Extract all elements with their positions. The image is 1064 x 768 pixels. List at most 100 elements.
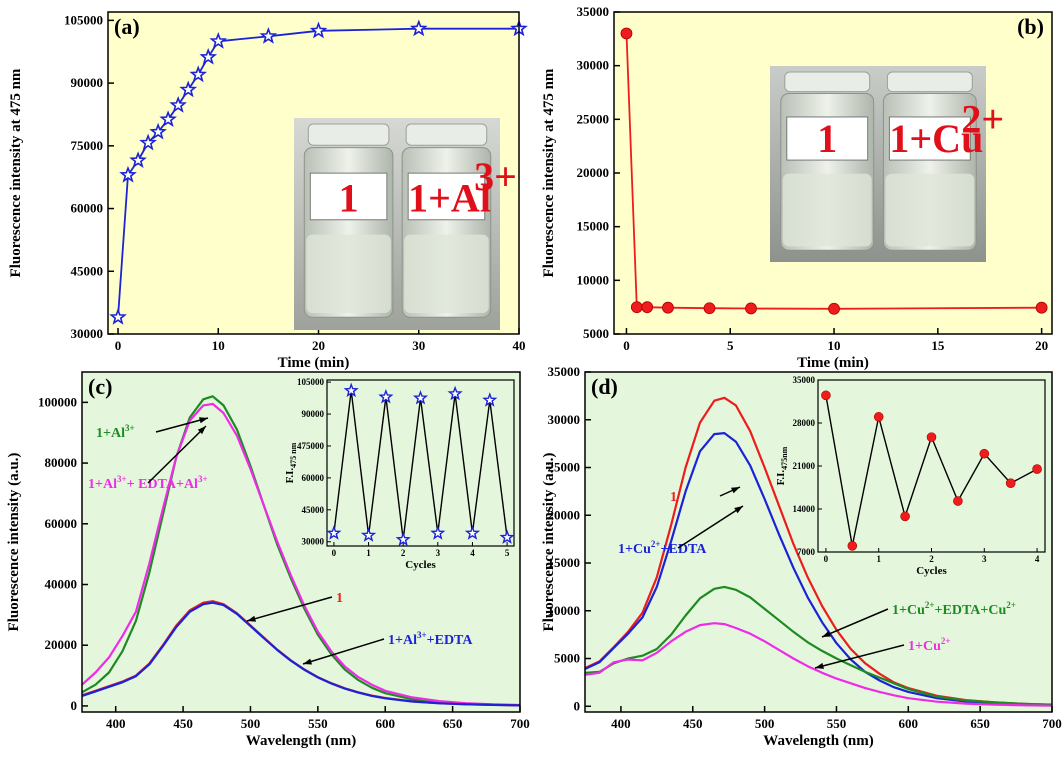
vial-label-1: 1 [339,175,359,220]
y-tick-label: 30000 [71,326,104,341]
inset-point-circle [1005,478,1016,489]
x-tick-label: 5 [727,338,734,353]
y-tick-label: 10000 [548,603,581,618]
vial-cap [405,123,488,146]
series-line [81,402,521,707]
annotation-arrowhead [197,426,206,435]
y-tick-label: 5000 [554,651,580,666]
inset-y-tick-label: 21000 [793,461,816,471]
inset-x-axis-label: Cycles [916,565,947,577]
inset-x-tick-label: 1 [366,548,371,558]
data-point-star [169,96,187,113]
panel-label: (b) [1017,14,1044,39]
annotation-arrowhead [734,506,743,514]
x-tick-label: 10 [828,338,841,353]
inset-x-tick-label: 3 [982,554,987,564]
y-axis-label: Fluorescence intensity (a.u.) [541,453,557,632]
x-tick-label: 600 [375,716,395,731]
vial-label-card [786,116,869,161]
y-tick-label: 30000 [577,58,610,73]
x-axis-label: Time (min) [797,355,869,371]
inset-point-star [378,389,394,404]
inset-x-tick-label: 1 [876,554,881,564]
x-tick-label: 700 [1042,716,1062,731]
data-point-star [109,308,127,325]
annotation: 1+Cu2++EDTA [618,505,744,557]
inset-point-star [464,525,481,540]
data-point-star [159,110,177,127]
inset-point-circle [926,432,937,442]
annotation: 1+Al3++ EDTA+Al3+ [88,425,208,492]
data-point-circle [620,27,633,40]
annotation-arrow [302,638,385,665]
annotation-arrow [677,505,744,549]
x-axis-label: Wavelength (nm) [763,733,873,749]
x-tick-label: 650 [443,716,463,731]
data-point-star [139,133,157,151]
annotation-arrowhead [731,487,740,494]
y-tick-label: 105000 [64,12,103,27]
y-tick-label: 15000 [548,555,581,570]
inset-x-tick-label: 5 [505,548,510,558]
annotation-arrowhead [247,615,256,622]
inset-y-tick-label: 60000 [302,473,325,483]
y-axis-label: Fluorescence intensity at 475 nm [541,68,557,277]
annotation: 1 [246,591,343,622]
inset-point-star [482,392,498,407]
inset-chart: 0 1 2 3 4 7000 14000 21000 28000 35000 Cycles F.I.4… [775,375,1046,577]
inset-point-star [447,385,463,401]
data-point-circle [1035,301,1048,314]
annotation: 1+Cu2++EDTA+Cu2+ [821,600,1016,638]
x-tick-label: 20 [312,338,325,353]
inset-x-tick-label: 4 [1035,554,1040,564]
plot-frame [584,371,1053,713]
inset-y-tick-label: 45000 [302,505,325,515]
vial [401,123,492,318]
inset-point-star [343,382,359,398]
inset-y-tick-label: 7000 [797,547,816,557]
y-tick-label: 40000 [45,577,78,592]
data-point-star [129,151,147,168]
data-point-star [149,122,167,140]
x-tick-label: 400 [611,716,631,731]
annotation-label: 1+Cu2+ [908,636,951,654]
vial-liquid [404,234,489,314]
annotation: 1+Cu2+ [814,636,951,669]
panel-a: 0 10 20 30 40 30000 45000 60000 75000 90000 105000… [8,11,528,371]
x-tick-label: 500 [755,716,775,731]
y-tick-label: 60000 [71,201,104,216]
y-tick-label: 75000 [71,138,104,153]
annotation-label: 1+Al3++ EDTA+Al3+ [88,474,208,492]
data-point-star [209,32,228,49]
y-tick-label: 90000 [71,75,104,90]
series-line [584,585,1053,706]
inset-photo: 1 1+Al3+ [294,118,517,330]
series-line [81,601,521,707]
panel-label: (a) [114,14,140,39]
annotation-label: 1 [336,591,343,606]
y-tick-label: 20000 [548,507,581,522]
y-tick-label: 15000 [577,219,610,234]
annotation-arrow [155,417,209,433]
inset-frame [326,379,515,547]
y-tick-label: 25000 [548,460,581,475]
data-point-star [309,21,328,39]
inset-x-tick-label: 2 [401,548,406,558]
x-tick-label: 650 [970,716,990,731]
inset-point-star [360,527,377,542]
plot-frame [107,11,520,335]
data-point-star [409,19,428,37]
inset-x-tick-label: 4 [470,548,475,558]
annotation-arrowhead [815,662,824,669]
x-tick-label: 450 [683,716,703,731]
inset-point-star [430,525,446,540]
x-tick-label: 10 [212,338,225,353]
inset-point-circle [821,390,831,401]
data-point-star [189,65,208,83]
vial-label-2: 1+Al [408,175,491,220]
inset-x-tick-label: 0 [332,548,337,558]
y-tick-label: 60000 [45,516,78,531]
x-tick-label: 30 [412,338,425,353]
data-point-circle [630,301,643,314]
inset-x-axis-label: Cycles [405,559,436,571]
